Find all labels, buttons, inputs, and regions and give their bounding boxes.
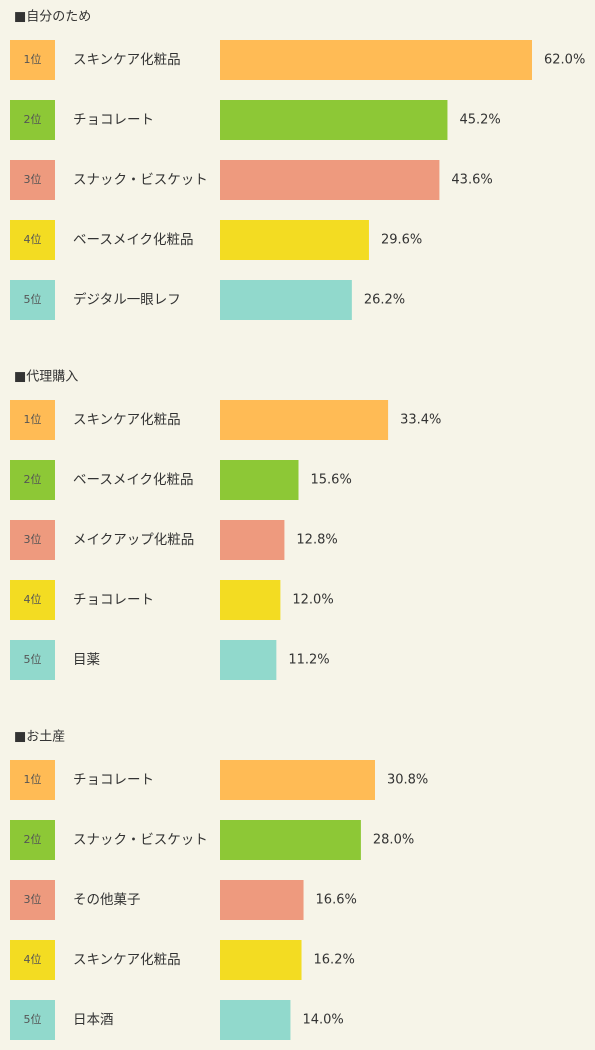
rank-label: 4位: [24, 232, 42, 246]
rank-label: 1位: [24, 772, 42, 786]
rank-box: [10, 100, 55, 140]
rank-label: 2位: [24, 832, 42, 846]
category-label: デジタル一眼レフ: [73, 291, 181, 308]
rank-label: 5位: [24, 652, 42, 666]
value-label: 12.0%: [292, 593, 333, 608]
bar: [220, 880, 304, 920]
rank-box: [10, 820, 55, 860]
value-label: 15.6%: [311, 473, 352, 488]
rank-box: [10, 220, 55, 260]
category-label: その他菓子: [73, 892, 141, 908]
bar: [220, 520, 285, 560]
bar: [220, 760, 375, 800]
rank-box: [10, 40, 55, 80]
bar: [220, 820, 361, 860]
category-label: ベースメイク化粧品: [73, 232, 194, 248]
bar: [220, 400, 389, 440]
rank-label: 2位: [24, 112, 42, 126]
category-label: 日本酒: [73, 1012, 114, 1028]
bar: [220, 1000, 291, 1040]
value-label: 43.6%: [451, 173, 492, 188]
section-title: ■代理購入: [14, 370, 78, 385]
value-label: 45.2%: [459, 113, 500, 128]
bar: [220, 940, 302, 980]
rank-label: 1位: [24, 52, 42, 66]
value-label: 11.2%: [288, 653, 329, 668]
category-label: チョコレート: [73, 592, 154, 608]
category-label: スキンケア化粧品: [73, 952, 181, 968]
bar: [220, 280, 352, 320]
category-label: スキンケア化粧品: [73, 412, 181, 428]
bar: [220, 40, 532, 80]
section-title: ■お土産: [14, 729, 65, 745]
section-title: ■自分のため: [14, 10, 91, 25]
rank-label: 5位: [24, 292, 42, 306]
bar: [220, 220, 369, 260]
category-label: チョコレート: [73, 772, 154, 788]
category-label: スナック・ビスケット: [73, 172, 208, 188]
bar: [220, 640, 277, 680]
bar: [220, 460, 299, 500]
rank-box: [10, 880, 55, 920]
value-label: 26.2%: [364, 293, 405, 308]
rank-box: [10, 160, 55, 200]
rank-box: [10, 460, 55, 500]
value-label: 30.8%: [387, 773, 428, 788]
rank-box: [10, 580, 55, 620]
value-label: 12.8%: [296, 533, 337, 548]
category-label: メイクアップ化粧品: [73, 532, 194, 548]
bar: [220, 100, 448, 140]
bar: [220, 580, 281, 620]
category-label: 目薬: [73, 652, 100, 668]
rank-label: 3位: [24, 532, 42, 546]
rank-label: 3位: [24, 892, 42, 906]
value-label: 62.0%: [544, 53, 585, 68]
rank-box: [10, 760, 55, 800]
category-label: ベースメイク化粧品: [73, 472, 194, 488]
rank-label: 5位: [24, 1012, 42, 1026]
rank-box: [10, 640, 55, 680]
rank-box: [10, 280, 55, 320]
rank-box: [10, 1000, 55, 1040]
rank-label: 2位: [24, 472, 42, 486]
value-label: 29.6%: [381, 233, 422, 248]
value-label: 16.6%: [316, 893, 357, 908]
rank-box: [10, 400, 55, 440]
rank-box: [10, 520, 55, 560]
category-label: スキンケア化粧品: [73, 52, 181, 68]
bar: [220, 160, 440, 200]
rank-label: 4位: [24, 952, 42, 966]
value-label: 14.0%: [302, 1013, 343, 1028]
rank-label: 4位: [24, 592, 42, 606]
rank-label: 1位: [24, 412, 42, 426]
rank-label: 3位: [24, 172, 42, 186]
rank-box: [10, 940, 55, 980]
value-label: 16.2%: [314, 953, 355, 968]
value-label: 33.4%: [400, 413, 441, 428]
value-label: 28.0%: [373, 833, 414, 848]
category-label: チョコレート: [73, 112, 154, 128]
category-label: スナック・ビスケット: [73, 832, 208, 848]
